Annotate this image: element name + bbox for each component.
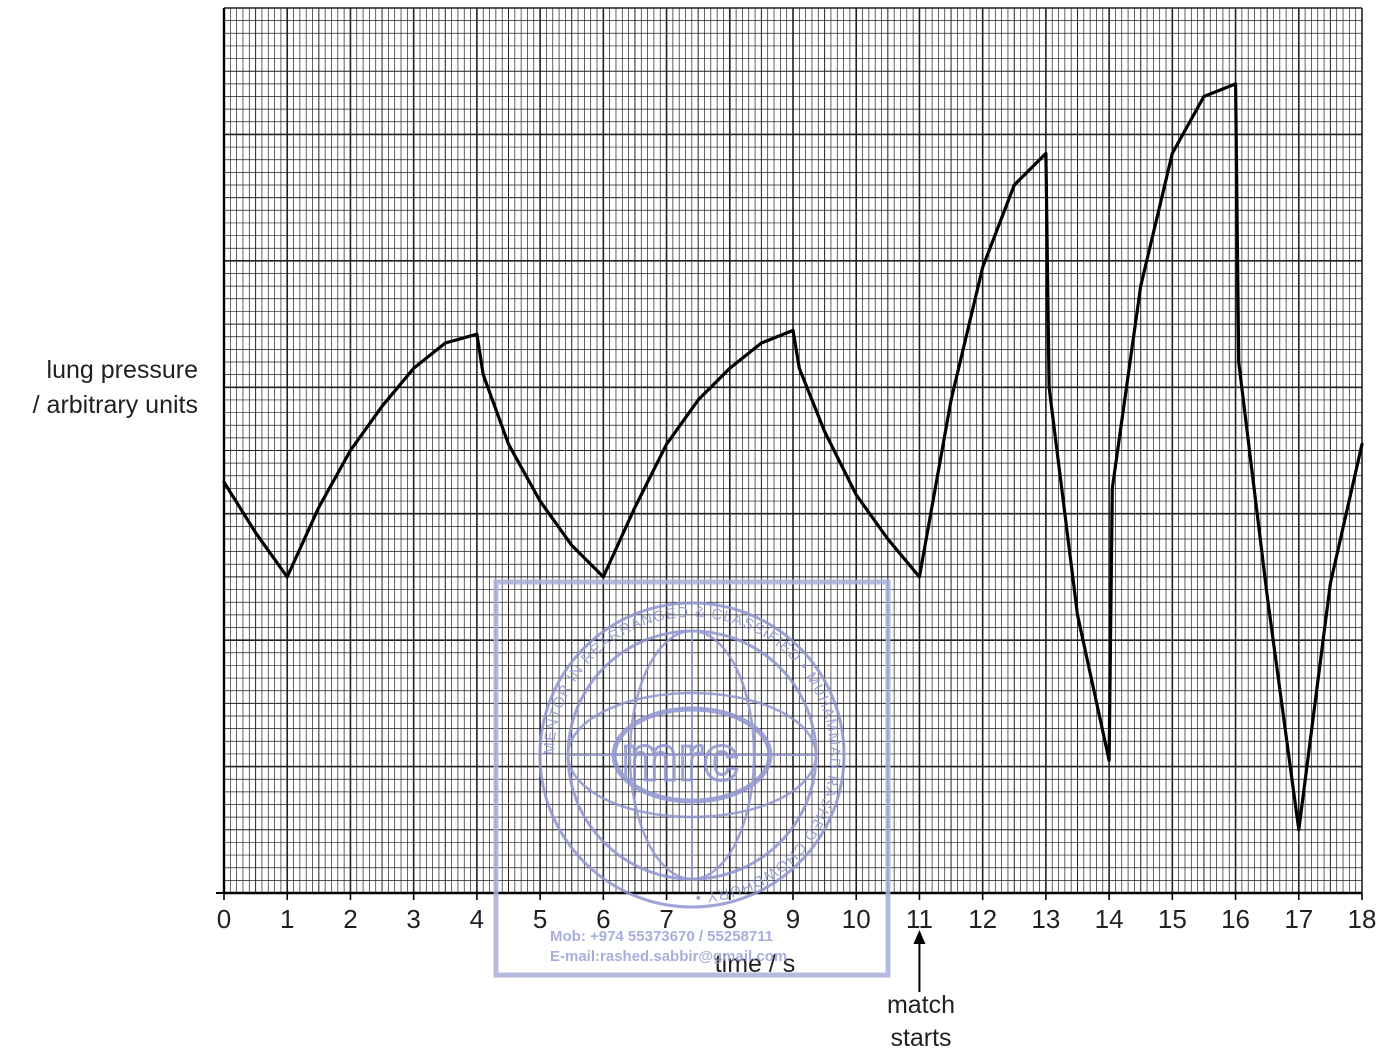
y-axis-label-line2: / arbitrary units	[33, 391, 198, 419]
lung-pressure-curve	[222, 82, 1364, 832]
x-tick-label: 7	[659, 904, 673, 934]
watermark-logo-text: mrc	[621, 722, 738, 794]
watermark-frame	[493, 579, 891, 978]
y-axis-label-line1: lung pressure	[47, 356, 198, 384]
x-tick-label: 10	[842, 904, 871, 934]
x-tick-label: 0	[217, 904, 231, 934]
x-tick-label: 9	[786, 904, 800, 934]
match-starts-annotation: match starts	[887, 930, 955, 1052]
x-tick-label: 12	[968, 904, 997, 934]
x-tick-label: 11	[906, 904, 933, 934]
annotation-text-line2: starts	[890, 1024, 951, 1052]
x-tick-label: 3	[406, 904, 420, 934]
x-tick-label: 2	[343, 904, 357, 934]
x-tick-label: 6	[596, 904, 610, 934]
x-tick-label: 14	[1095, 904, 1124, 934]
x-tick-label: 5	[533, 904, 547, 934]
watermark-contact-line2: E-mail:rashed.sabbir@gmail.com	[550, 948, 787, 965]
x-tick-label: 18	[1348, 904, 1377, 934]
annotation-arrow-head	[913, 930, 926, 944]
x-tick-label: 15	[1158, 904, 1187, 934]
annotation-text-line1: match	[887, 991, 955, 1019]
x-tick-label: 17	[1284, 904, 1313, 934]
watermark: MENTOR IN REARRANGED & CLASSIFIED • MUHA…	[493, 579, 891, 978]
x-tick-label: 1	[280, 904, 294, 934]
x-tick-labels: 0 1 2 3 4 5 6 7 8 9 10 11 12 13 14 15 16 17 18	[217, 893, 1377, 934]
x-tick-label: 13	[1031, 904, 1060, 934]
x-tick-label: 16	[1221, 904, 1250, 934]
watermark-contact-line1: Mob: +974 55373670 / 55258711	[550, 928, 773, 945]
watermark-globe-icon	[538, 601, 846, 909]
x-tick-label: 4	[470, 904, 484, 934]
x-tick-label: 8	[723, 904, 737, 934]
